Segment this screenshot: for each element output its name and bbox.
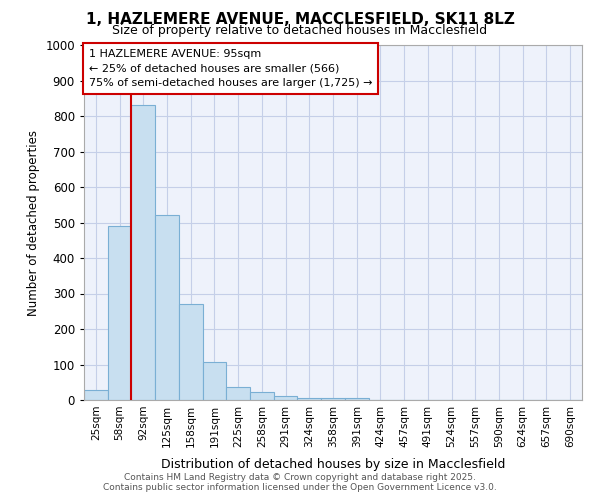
Text: 1 HAZLEMERE AVENUE: 95sqm
← 25% of detached houses are smaller (566)
75% of semi: 1 HAZLEMERE AVENUE: 95sqm ← 25% of detac… xyxy=(89,48,373,88)
Bar xyxy=(298,398,321,400)
Bar xyxy=(250,392,274,400)
Bar xyxy=(345,398,368,400)
Text: Size of property relative to detached houses in Macclesfield: Size of property relative to detached ho… xyxy=(112,24,488,37)
X-axis label: Distribution of detached houses by size in Macclesfield: Distribution of detached houses by size … xyxy=(161,458,505,471)
Text: Contains public sector information licensed under the Open Government Licence v3: Contains public sector information licen… xyxy=(103,484,497,492)
Bar xyxy=(155,216,179,400)
Bar xyxy=(321,398,345,400)
Bar xyxy=(108,226,131,400)
Bar xyxy=(131,106,155,400)
Bar xyxy=(226,387,250,400)
Bar xyxy=(203,362,226,400)
Y-axis label: Number of detached properties: Number of detached properties xyxy=(27,130,40,316)
Bar xyxy=(274,396,298,400)
Text: 1, HAZLEMERE AVENUE, MACCLESFIELD, SK11 8LZ: 1, HAZLEMERE AVENUE, MACCLESFIELD, SK11 … xyxy=(86,12,514,28)
Bar xyxy=(179,304,203,400)
Text: Contains HM Land Registry data © Crown copyright and database right 2025.: Contains HM Land Registry data © Crown c… xyxy=(124,472,476,482)
Bar xyxy=(84,390,108,400)
